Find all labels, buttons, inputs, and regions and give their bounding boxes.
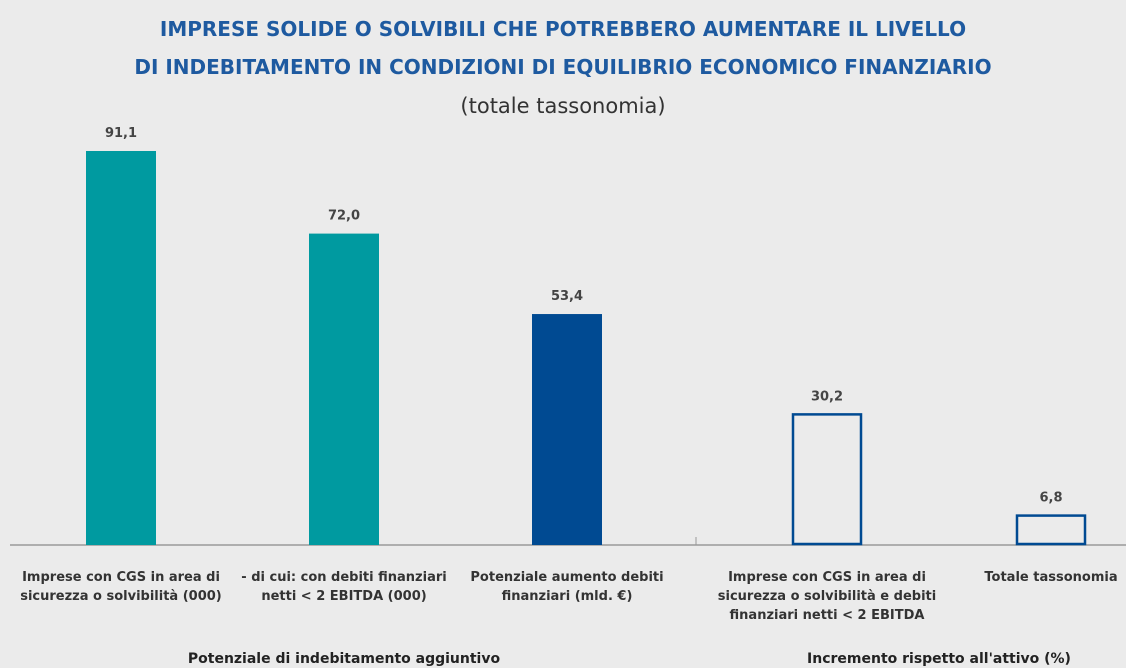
value-label: 30,2: [811, 389, 843, 404]
chart-title: DI INDEBITAMENTO IN CONDIZIONI DI EQUILI…: [134, 55, 992, 79]
x-tick-label: Imprese con CGS in area di sicurezza o s…: [717, 570, 937, 623]
value-label: 6,8: [1039, 491, 1062, 506]
value-label: 91,1: [105, 126, 137, 141]
bar: [86, 150, 156, 545]
x-tick-label: Imprese con CGS in area di sicurezza o s…: [20, 570, 222, 604]
chart-title: IMPRESE SOLIDE O SOLVIBILI CHE POTREBBER…: [159, 17, 967, 41]
bar: [309, 233, 379, 545]
bar: [1015, 514, 1087, 546]
x-tick-label: Potenziale aumento debiti finanziari (ml…: [470, 570, 664, 604]
chart-subtitle: (totale tassonomia): [460, 94, 666, 118]
value-label: 72,0: [328, 209, 360, 224]
value-label: 53,4: [551, 289, 583, 304]
bar: [791, 413, 863, 546]
group-label: Incremento rispetto all'attivo (%): [807, 651, 1071, 667]
x-tick-label: - di cui: con debiti finanziari netti < …: [241, 570, 447, 604]
bar: [532, 314, 602, 545]
x-tick-label: Totale tassonomia: [984, 570, 1118, 585]
group-label: Potenziale di indebitamento aggiuntivo: [187, 651, 501, 667]
